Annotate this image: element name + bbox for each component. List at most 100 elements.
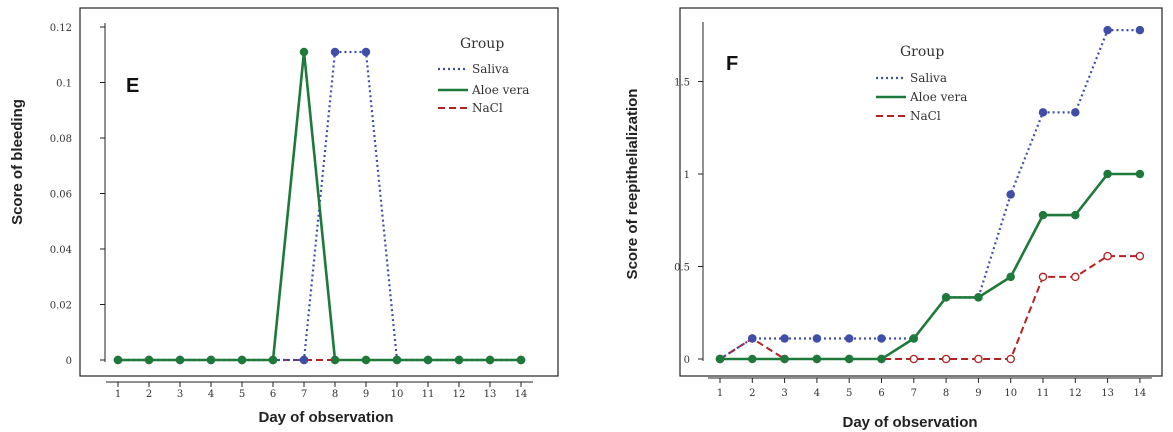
x-tick-label: 14 bbox=[1134, 388, 1147, 399]
x-tick-label: 9 bbox=[363, 389, 369, 400]
x-axis-title-e: Day of observation bbox=[258, 409, 393, 426]
data-point-aloe-vera bbox=[485, 355, 495, 365]
chart-panel-f: F Day of observation Score of reepitheli… bbox=[624, 7, 1163, 431]
data-point-nacl bbox=[941, 354, 951, 364]
data-point-saliva bbox=[812, 334, 822, 343]
y-tick-label: 0.08 bbox=[50, 134, 72, 145]
legend-label-aloe-f: Aloe vera bbox=[909, 90, 967, 104]
x-axis-title-f: Day of observation bbox=[842, 414, 977, 431]
data-point-saliva bbox=[780, 334, 789, 343]
x-tick-label: 3 bbox=[781, 388, 787, 399]
x-tick-label: 11 bbox=[422, 389, 435, 400]
x-tick-label: 10 bbox=[1004, 388, 1017, 399]
legend-label-aloe-e: Aloe vera bbox=[471, 83, 529, 97]
data-point-aloe-vera bbox=[144, 355, 154, 365]
x-tick-label: 1 bbox=[717, 388, 723, 399]
data-point-nacl bbox=[1071, 272, 1080, 282]
y-tick-label: 0.12 bbox=[50, 23, 72, 34]
y-tick-label: 0.5 bbox=[674, 263, 690, 274]
y-axis-title-f: Score of reepithelialization bbox=[624, 89, 641, 280]
data-point-saliva bbox=[330, 47, 340, 57]
data-point-aloe-vera bbox=[941, 293, 951, 302]
axes-f: 00.511.51 2 3 4 5 6 7 8 9 10 11 12 13 14 bbox=[674, 22, 1152, 399]
legend-label-saliva-e: Saliva bbox=[472, 62, 509, 76]
x-tick-label: 13 bbox=[1101, 388, 1114, 399]
x-tick-label: 4 bbox=[814, 388, 820, 399]
data-point-saliva bbox=[877, 334, 886, 343]
data-point-nacl bbox=[1103, 251, 1112, 261]
data-point-aloe-vera bbox=[844, 354, 854, 364]
x-tick-label: 8 bbox=[332, 389, 338, 400]
legend-e: Group Saliva Aloe vera NaCl bbox=[438, 36, 529, 115]
data-point-aloe-vera bbox=[909, 334, 919, 343]
x-tick-label: 10 bbox=[391, 389, 404, 400]
data-point-aloe-vera bbox=[516, 355, 526, 365]
data-point-aloe-vera bbox=[1038, 210, 1048, 220]
data-point-aloe-vera bbox=[454, 355, 464, 365]
data-point-aloe-vera bbox=[780, 354, 789, 364]
y-tick-label: 0 bbox=[684, 355, 690, 366]
x-tick-label: 1 bbox=[115, 389, 121, 400]
data-point-aloe-vera bbox=[113, 355, 123, 365]
data-point-aloe-vera bbox=[812, 354, 822, 364]
chart-panel-e: E Day of observation Score of bleeding 0… bbox=[9, 7, 559, 426]
x-tick-label: 6 bbox=[878, 388, 884, 399]
data-point-saliva bbox=[844, 334, 854, 343]
legend-title-f: Group bbox=[900, 44, 944, 60]
data-point-aloe-vera bbox=[237, 355, 247, 365]
panel-label-e: E bbox=[126, 75, 139, 97]
x-tick-label: 6 bbox=[270, 389, 276, 400]
x-tick-label: 14 bbox=[515, 389, 528, 400]
series-line-nacl bbox=[719, 255, 1140, 360]
legend-f: Group Saliva Aloe vera NaCl bbox=[876, 44, 967, 123]
x-tick-label: 11 bbox=[1037, 388, 1050, 399]
data-point-aloe-vera bbox=[877, 354, 886, 364]
data-point-aloe-vera bbox=[1103, 169, 1112, 179]
series-f bbox=[715, 25, 1145, 364]
plot-frame-e bbox=[79, 7, 559, 377]
x-tick-label: 2 bbox=[749, 388, 755, 399]
data-point-aloe-vera bbox=[974, 293, 983, 302]
series-e bbox=[113, 47, 526, 365]
data-point-saliva bbox=[299, 355, 309, 365]
y-axis-title-e: Score of bleeding bbox=[9, 99, 26, 225]
data-point-aloe-vera bbox=[1006, 272, 1015, 282]
data-point-saliva bbox=[1103, 25, 1112, 35]
data-point-saliva bbox=[361, 47, 371, 57]
y-tick-label: 0 bbox=[66, 356, 72, 367]
x-tick-label: 2 bbox=[146, 389, 152, 400]
data-point-aloe-vera bbox=[268, 355, 278, 365]
x-tick-label: 5 bbox=[239, 389, 245, 400]
x-tick-label: 5 bbox=[846, 388, 852, 399]
data-point-nacl bbox=[909, 354, 919, 364]
y-tick-label: 1 bbox=[684, 170, 690, 181]
plot-frame-f bbox=[679, 7, 1163, 377]
panel-label-f: F bbox=[726, 53, 738, 75]
data-point-aloe-vera bbox=[423, 355, 433, 365]
legend-label-nacl-f: NaCl bbox=[910, 109, 941, 123]
y-tick-label: 0.06 bbox=[50, 190, 72, 201]
x-tick-label: 8 bbox=[943, 388, 949, 399]
x-tick-label: 4 bbox=[208, 389, 214, 400]
data-point-aloe-vera bbox=[330, 355, 340, 365]
y-tick-label: 0.02 bbox=[50, 301, 72, 312]
x-tick-label: 3 bbox=[177, 389, 183, 400]
data-point-aloe-vera bbox=[1071, 210, 1080, 220]
data-point-aloe-vera bbox=[715, 354, 725, 364]
data-point-aloe-vera bbox=[361, 355, 371, 365]
x-tick-label: 7 bbox=[911, 388, 917, 399]
legend-label-nacl-e: NaCl bbox=[472, 101, 503, 115]
data-point-aloe-vera bbox=[1135, 169, 1145, 179]
y-tick-label: 1.5 bbox=[674, 78, 690, 89]
data-point-saliva bbox=[1071, 108, 1080, 117]
data-point-nacl bbox=[1006, 354, 1015, 364]
x-tick-label: 12 bbox=[1069, 388, 1082, 399]
data-point-aloe-vera bbox=[206, 355, 216, 365]
series-line-aloe-vera bbox=[118, 50, 521, 362]
x-tick-label: 9 bbox=[975, 388, 981, 399]
data-point-aloe-vera bbox=[748, 354, 757, 364]
data-point-saliva bbox=[1006, 190, 1015, 199]
legend-title-e: Group bbox=[460, 36, 504, 52]
x-tick-label: 12 bbox=[453, 389, 466, 400]
